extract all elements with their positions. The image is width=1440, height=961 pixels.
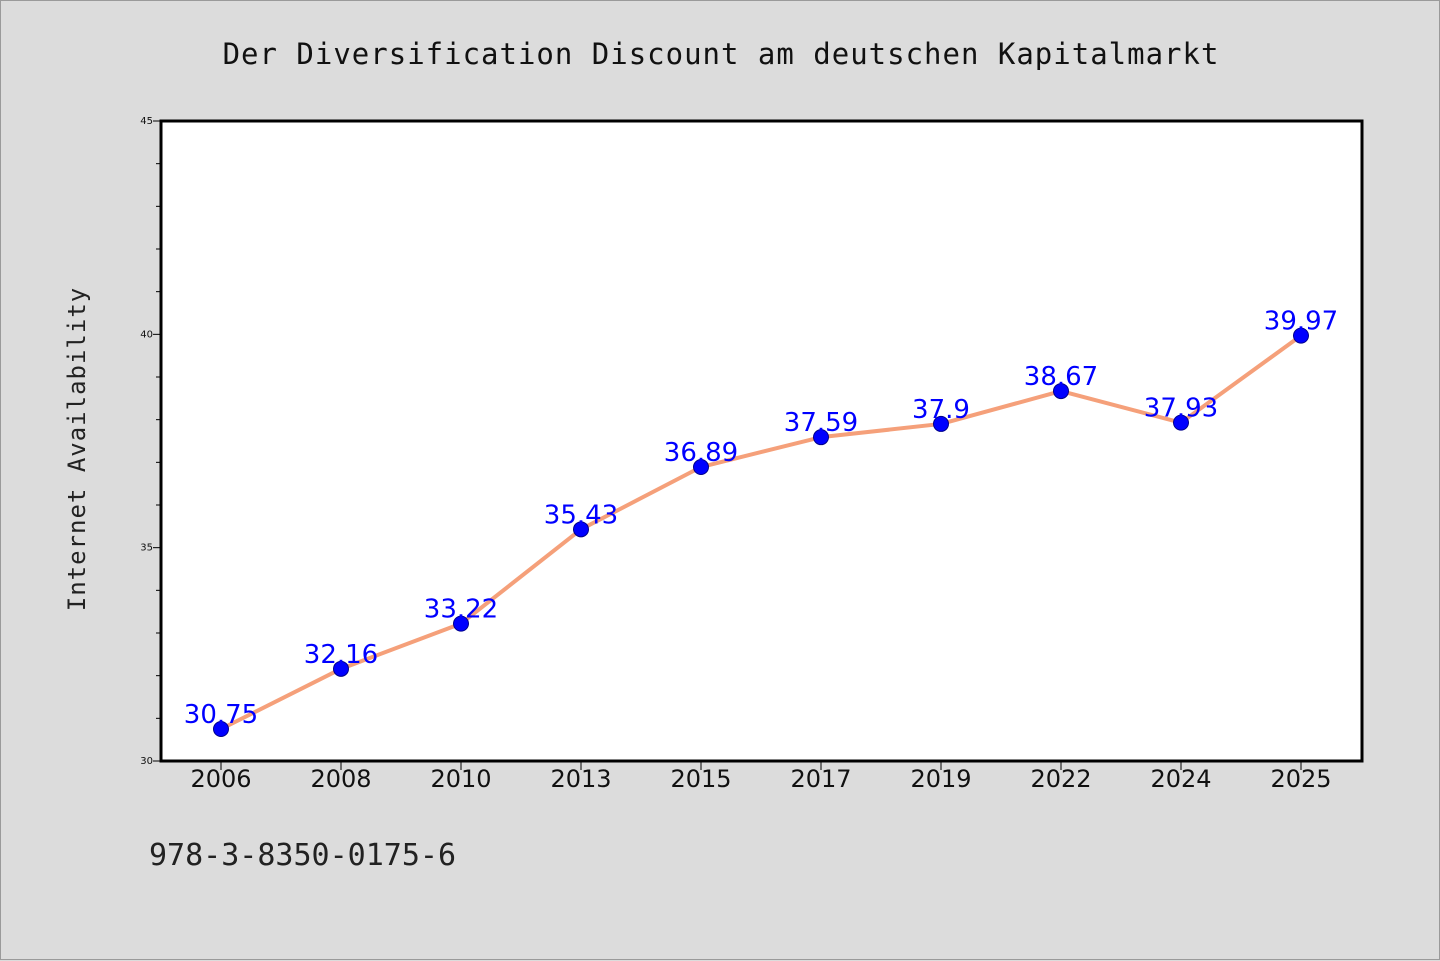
data-point-marker <box>933 415 949 432</box>
data-label: 37.93 <box>1144 394 1218 424</box>
series-line <box>219 333 1303 731</box>
markers-group <box>213 327 1309 737</box>
data-point-marker <box>1053 383 1069 400</box>
y-axis-ticks: 30 35 40 45 <box>140 116 161 767</box>
x-tick-label: 2019 <box>910 765 971 793</box>
data-label: 36.89 <box>664 438 738 468</box>
data-label: 39.97 <box>1264 307 1338 337</box>
y-tick-label: 40 <box>140 329 153 340</box>
x-tick-label: 2017 <box>790 765 851 793</box>
y-tick-label: 45 <box>140 116 153 127</box>
x-axis-ticks: 2006 2008 2010 2013 2015 2017 2019 2022 2024 2025 <box>190 761 1332 793</box>
x-tick-label: 2024 <box>1150 765 1211 793</box>
data-point-marker <box>813 429 829 446</box>
data-point-marker <box>213 721 229 737</box>
data-label: 30.75 <box>184 700 258 730</box>
data-label: 33.22 <box>424 595 498 625</box>
series-line-group <box>219 333 1303 731</box>
x-tick-label: 2010 <box>430 765 491 793</box>
y-tick-label: 35 <box>140 543 153 554</box>
data-point-marker <box>1293 327 1309 344</box>
data-labels-group: 30.75 32.16 33.22 35.43 36.89 37.59 37.9 38.67 3… <box>184 307 1338 730</box>
x-tick-label: 2013 <box>550 765 611 793</box>
data-label: 35.43 <box>544 500 618 530</box>
data-point-marker <box>693 459 709 476</box>
x-tick-label: 2025 <box>1270 765 1331 793</box>
x-tick-label: 2015 <box>670 765 731 793</box>
data-point-marker <box>573 521 589 538</box>
x-tick-label: 2022 <box>1030 765 1091 793</box>
y-tick-label: 30 <box>140 756 153 767</box>
x-tick-label: 2006 <box>190 765 251 793</box>
data-point-marker <box>1173 414 1189 431</box>
data-label: 37.9 <box>912 395 970 425</box>
data-label: 32.16 <box>304 640 378 670</box>
chart-title: Der Diversification Discount am deutsche… <box>223 37 1220 71</box>
x-tick-label: 2008 <box>310 765 371 793</box>
data-label: 38.67 <box>1024 362 1098 392</box>
y-axis-label: Internet Availability <box>63 287 91 611</box>
data-label: 37.59 <box>784 408 858 438</box>
footnote-isbn: 978-3-8350-0175-6 <box>149 838 456 873</box>
data-point-marker <box>333 660 349 677</box>
data-point-marker <box>453 615 469 632</box>
plot-area <box>159 119 1364 763</box>
